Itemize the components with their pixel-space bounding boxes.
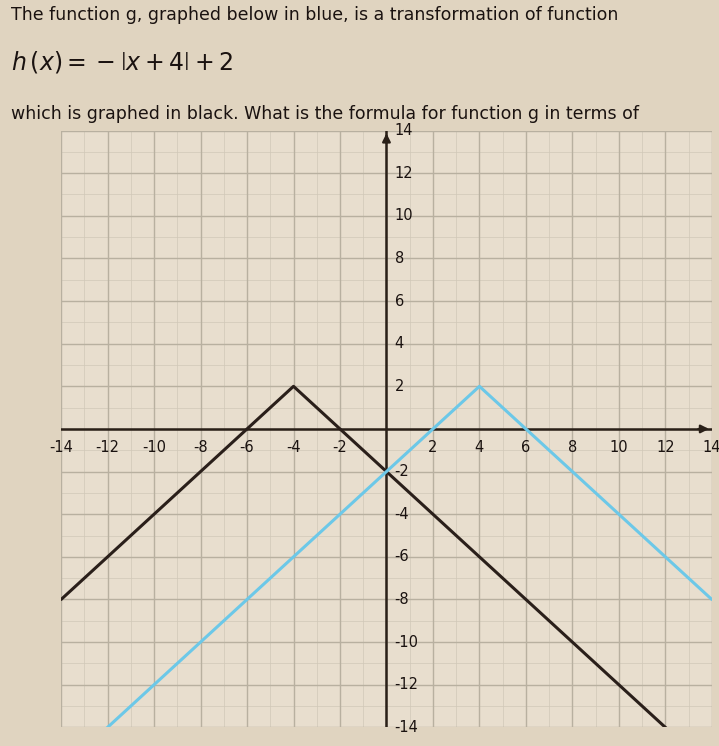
Text: -10: -10 (142, 439, 166, 454)
Text: 12: 12 (656, 439, 674, 454)
Text: 10: 10 (610, 439, 628, 454)
Text: 6: 6 (395, 294, 404, 309)
Text: 2: 2 (395, 379, 404, 394)
Text: 6: 6 (521, 439, 531, 454)
Text: -12: -12 (96, 439, 119, 454)
Text: $h\,(x) = -\left|x + 4\right| + 2$: $h\,(x) = -\left|x + 4\right| + 2$ (11, 49, 233, 75)
Text: 8: 8 (568, 439, 577, 454)
Text: 10: 10 (395, 208, 413, 223)
Text: 14: 14 (702, 439, 719, 454)
Text: 8: 8 (395, 251, 404, 266)
Text: -14: -14 (395, 720, 418, 735)
Text: 12: 12 (395, 166, 413, 181)
Text: -6: -6 (239, 439, 255, 454)
Text: -14: -14 (49, 439, 73, 454)
Text: -2: -2 (333, 439, 347, 454)
Text: -8: -8 (395, 592, 409, 607)
Text: -4: -4 (395, 507, 409, 521)
Text: -6: -6 (395, 549, 409, 564)
Text: 2: 2 (429, 439, 438, 454)
Text: -8: -8 (193, 439, 208, 454)
Text: which is graphed in black. What is the formula for function g in terms of: which is graphed in black. What is the f… (11, 104, 638, 122)
Text: 14: 14 (395, 123, 413, 138)
Text: The function g, graphed below in blue, is a transformation of function: The function g, graphed below in blue, i… (11, 6, 618, 24)
Text: 4: 4 (475, 439, 484, 454)
Text: -10: -10 (395, 635, 418, 650)
Text: -12: -12 (395, 677, 418, 692)
Text: 4: 4 (395, 336, 404, 351)
Text: -4: -4 (286, 439, 301, 454)
Text: -2: -2 (395, 464, 409, 479)
